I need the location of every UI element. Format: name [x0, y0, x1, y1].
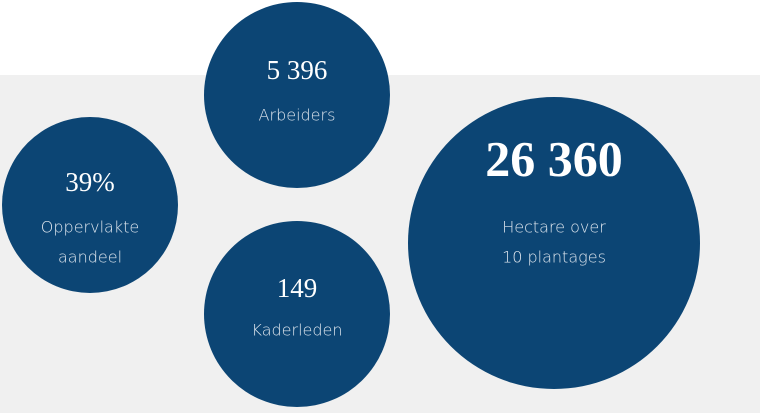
- stat-label: Kaderleden: [251, 321, 342, 340]
- bubble: [204, 2, 390, 188]
- stat-label: aandeel: [58, 248, 122, 267]
- stat-value: 39%: [65, 167, 115, 197]
- bubble: [204, 221, 390, 407]
- stat-value: 149: [277, 273, 318, 303]
- stat-value: 5 396: [267, 55, 328, 85]
- stat-bubble: 149 Kaderleden: [204, 221, 390, 407]
- stat-label: Arbeiders: [259, 106, 336, 125]
- stat-label: 10 plantages: [502, 248, 606, 267]
- bubble: [408, 97, 700, 389]
- stat-bubble: 39% Oppervlakte aandeel: [2, 117, 178, 293]
- stat-bubble: 26 360 Hectare over 10 plantages: [408, 97, 700, 389]
- stat-bubble: 5 396 Arbeiders: [204, 2, 390, 188]
- stat-value: 26 360: [485, 130, 623, 186]
- stat-label: Hectare over: [502, 218, 606, 237]
- stat-label: Oppervlakte: [41, 218, 139, 237]
- bubble: [2, 117, 178, 293]
